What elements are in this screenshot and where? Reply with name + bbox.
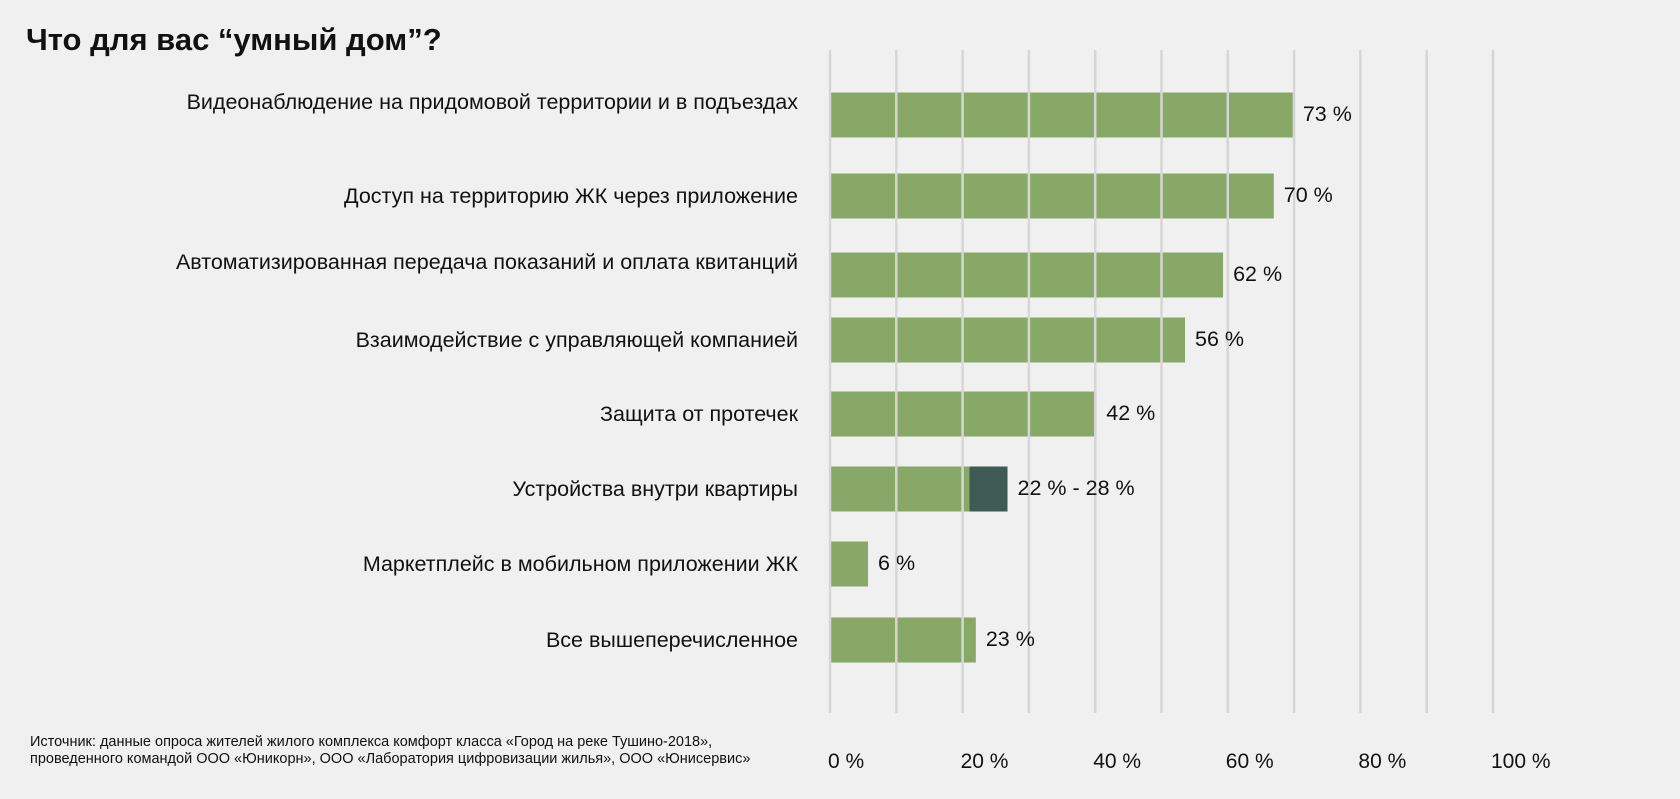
bar [830, 252, 1224, 298]
x-tick-label: 20 % [960, 750, 1009, 773]
data-label: 6 % [878, 551, 916, 575]
data-label: 73 % [1302, 102, 1352, 126]
x-tick-label: 60 % [1225, 750, 1274, 773]
category-label: Все вышеперечисленное [545, 627, 798, 652]
data-label: 42 % [1106, 401, 1156, 425]
data-label: 23 % [985, 627, 1035, 651]
category-label: Защита от протечек [600, 401, 798, 426]
category-label: Маркетплейс в мобильном приложении ЖК [362, 551, 798, 576]
category-label: Автоматизированная передача показаний и … [175, 250, 798, 274]
category-label: Устройства внутри квартиры [512, 476, 798, 501]
bar [830, 617, 976, 663]
bar [830, 317, 1186, 363]
x-tick-label: 100 % [1491, 750, 1551, 773]
bar [830, 92, 1293, 138]
data-label: 56 % [1195, 327, 1245, 351]
x-tick-label: 80 % [1358, 750, 1407, 773]
data-label: 70 % [1283, 183, 1333, 207]
category-label: Доступ на территорию ЖК через приложение [344, 183, 798, 208]
bar [830, 466, 970, 512]
x-tick-label: 0 % [828, 750, 865, 773]
source-note: Источник: данные опроса жителей жилого к… [30, 734, 751, 767]
data-label: 22 % - 28 % [1017, 476, 1135, 500]
data-label: 62 % [1233, 262, 1283, 286]
x-tick-label: 40 % [1093, 750, 1142, 773]
bar-range [969, 466, 1008, 512]
chart-title: Что для вас “умный дом”? [26, 22, 442, 57]
bar [830, 541, 869, 587]
category-label: Взаимодействие с управляющей компанией [355, 327, 798, 352]
bar [830, 173, 1274, 219]
category-label: Видеонаблюдение на придомовой территории… [186, 90, 798, 114]
